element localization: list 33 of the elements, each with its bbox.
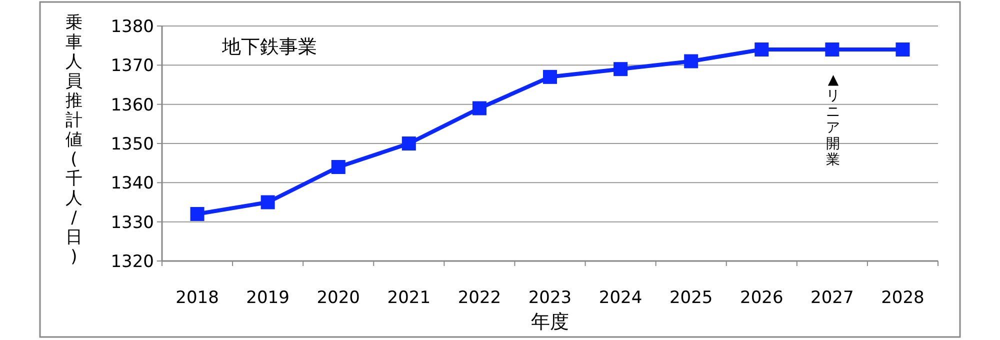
x-tick-label: 2019 — [246, 288, 290, 308]
y-tick-label: 1380 — [110, 17, 154, 37]
x-tick-label: 2018 — [176, 288, 219, 308]
point — [260, 195, 275, 210]
x-tick-label: 2024 — [598, 288, 642, 308]
y-tick-label: 1330 — [110, 212, 154, 233]
point — [402, 136, 416, 150]
point — [754, 42, 769, 56]
point — [825, 42, 840, 56]
x-tick-label: 2027 — [810, 288, 854, 308]
annotation: ▲リニア開業 — [826, 72, 840, 168]
x-tick-label: 2025 — [669, 288, 713, 308]
text: 地下鉄事業 — [221, 36, 317, 58]
y-tick-label: 1370 — [110, 56, 154, 76]
x-tick-label: 2028 — [881, 288, 924, 308]
text: 乗車人員推計値(千人/日) — [66, 13, 82, 267]
point — [543, 70, 557, 84]
x-tick-label: 2022 — [458, 288, 502, 308]
point — [614, 62, 628, 76]
point — [190, 207, 204, 221]
y-tick-label: 1350 — [110, 134, 154, 154]
y-tick-label: 1320 — [110, 252, 154, 272]
point — [472, 101, 486, 116]
x-tick-label: 2023 — [528, 288, 572, 308]
point — [896, 42, 910, 56]
x-tick-label: 2026 — [740, 288, 784, 308]
x-tick-label: 2021 — [387, 288, 431, 308]
y-tick-label: 1360 — [110, 95, 154, 116]
x-axis-title: 年度 — [531, 311, 569, 333]
point — [331, 160, 346, 174]
x-tick-label: 2020 — [316, 288, 360, 308]
point — [684, 54, 698, 68]
y-tick-label: 1340 — [110, 174, 154, 194]
